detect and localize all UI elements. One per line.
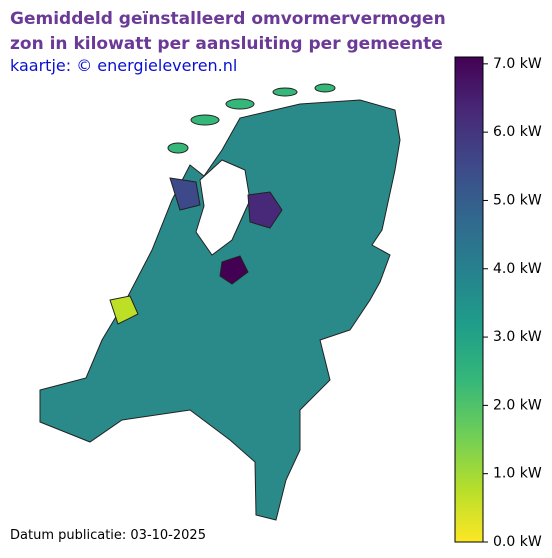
region [219, 255, 249, 285]
title: zon in kilowatt per aansluiting per geme… [10, 34, 443, 54]
island [167, 142, 189, 154]
region [247, 191, 283, 229]
island [314, 83, 336, 93]
title: Gemiddeld geïnstalleerd omvormervermogen [10, 9, 446, 29]
tick-label: 2.0 kW [493, 397, 542, 413]
tick-label: 5.0 kW [493, 192, 542, 208]
island [272, 87, 298, 97]
tick-label: 6.0 kW [493, 124, 542, 140]
island [190, 114, 220, 126]
tick-label: 7.0 kW [493, 56, 542, 72]
tick-label: 4.0 kW [493, 261, 542, 277]
region [109, 295, 139, 325]
map [39, 83, 401, 521]
region [169, 177, 201, 211]
country-outline [39, 99, 401, 521]
tick-label: 1.0 kW [493, 466, 542, 482]
publication-date: Datum publicatie: 03-10-2025 [10, 528, 206, 543]
subtitle: kaartje: © energieleveren.nl [10, 56, 237, 75]
tick-label: 3.0 kW [493, 329, 542, 345]
colorbar-scale [454, 56, 484, 543]
ijsselmeer [195, 159, 251, 256]
island [225, 98, 255, 110]
colorbar: 0.0 kW 1.0 kW 2.0 kW 3.0 kW 4.0 kW 5.0 kW 6.0 … [454, 56, 542, 550]
tick-label: 0.0 kW [493, 534, 542, 550]
